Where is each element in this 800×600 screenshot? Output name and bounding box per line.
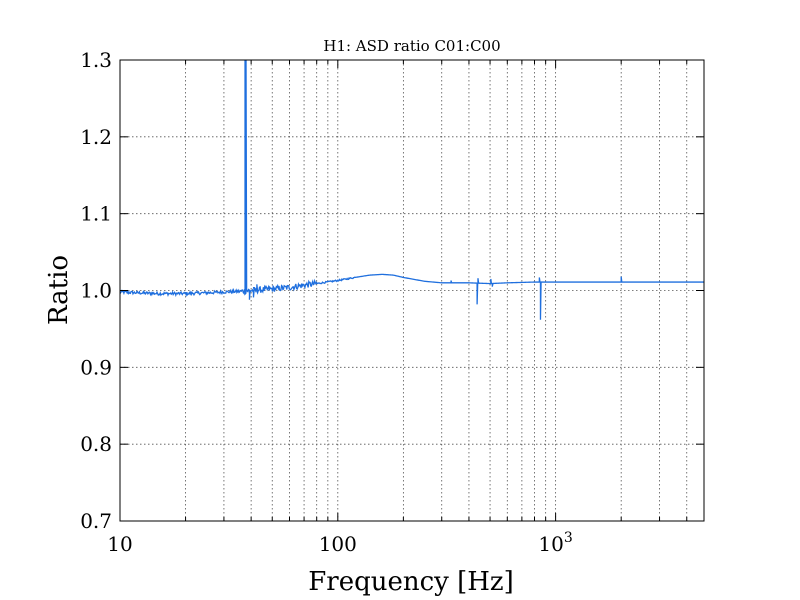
x-tick-label: 10 — [107, 532, 132, 556]
x-axis-label: Frequency [Hz] — [308, 567, 514, 597]
plot-area — [120, 60, 704, 320]
axis-ticks — [119, 59, 704, 522]
grid-lines — [120, 60, 704, 521]
y-tick-label: 0.9 — [80, 355, 112, 379]
y-tick-label: 1.3 — [80, 48, 112, 72]
y-tick-label: 1.2 — [80, 125, 112, 149]
x-tick-label-exponent: 3 — [564, 530, 573, 546]
y-tick-label: 1.1 — [80, 202, 112, 226]
y-axis-label: Ratio — [44, 255, 74, 325]
y-tick-label: 0.7 — [80, 509, 112, 533]
x-tick-label: 100 — [319, 532, 357, 556]
y-tick-labels: 0.7 0.8 0.9 1.0 1.1 1.2 1.3 — [80, 48, 112, 533]
series-line-0 — [120, 60, 704, 320]
y-tick-label: 0.8 — [80, 432, 112, 456]
y-tick-label: 1.0 — [80, 279, 112, 303]
x-tick-label: 103 — [538, 530, 572, 556]
chart-title: H1: ASD ratio C01:C00 — [323, 37, 500, 55]
x-tick-labels: 10 100 103 — [107, 530, 573, 556]
